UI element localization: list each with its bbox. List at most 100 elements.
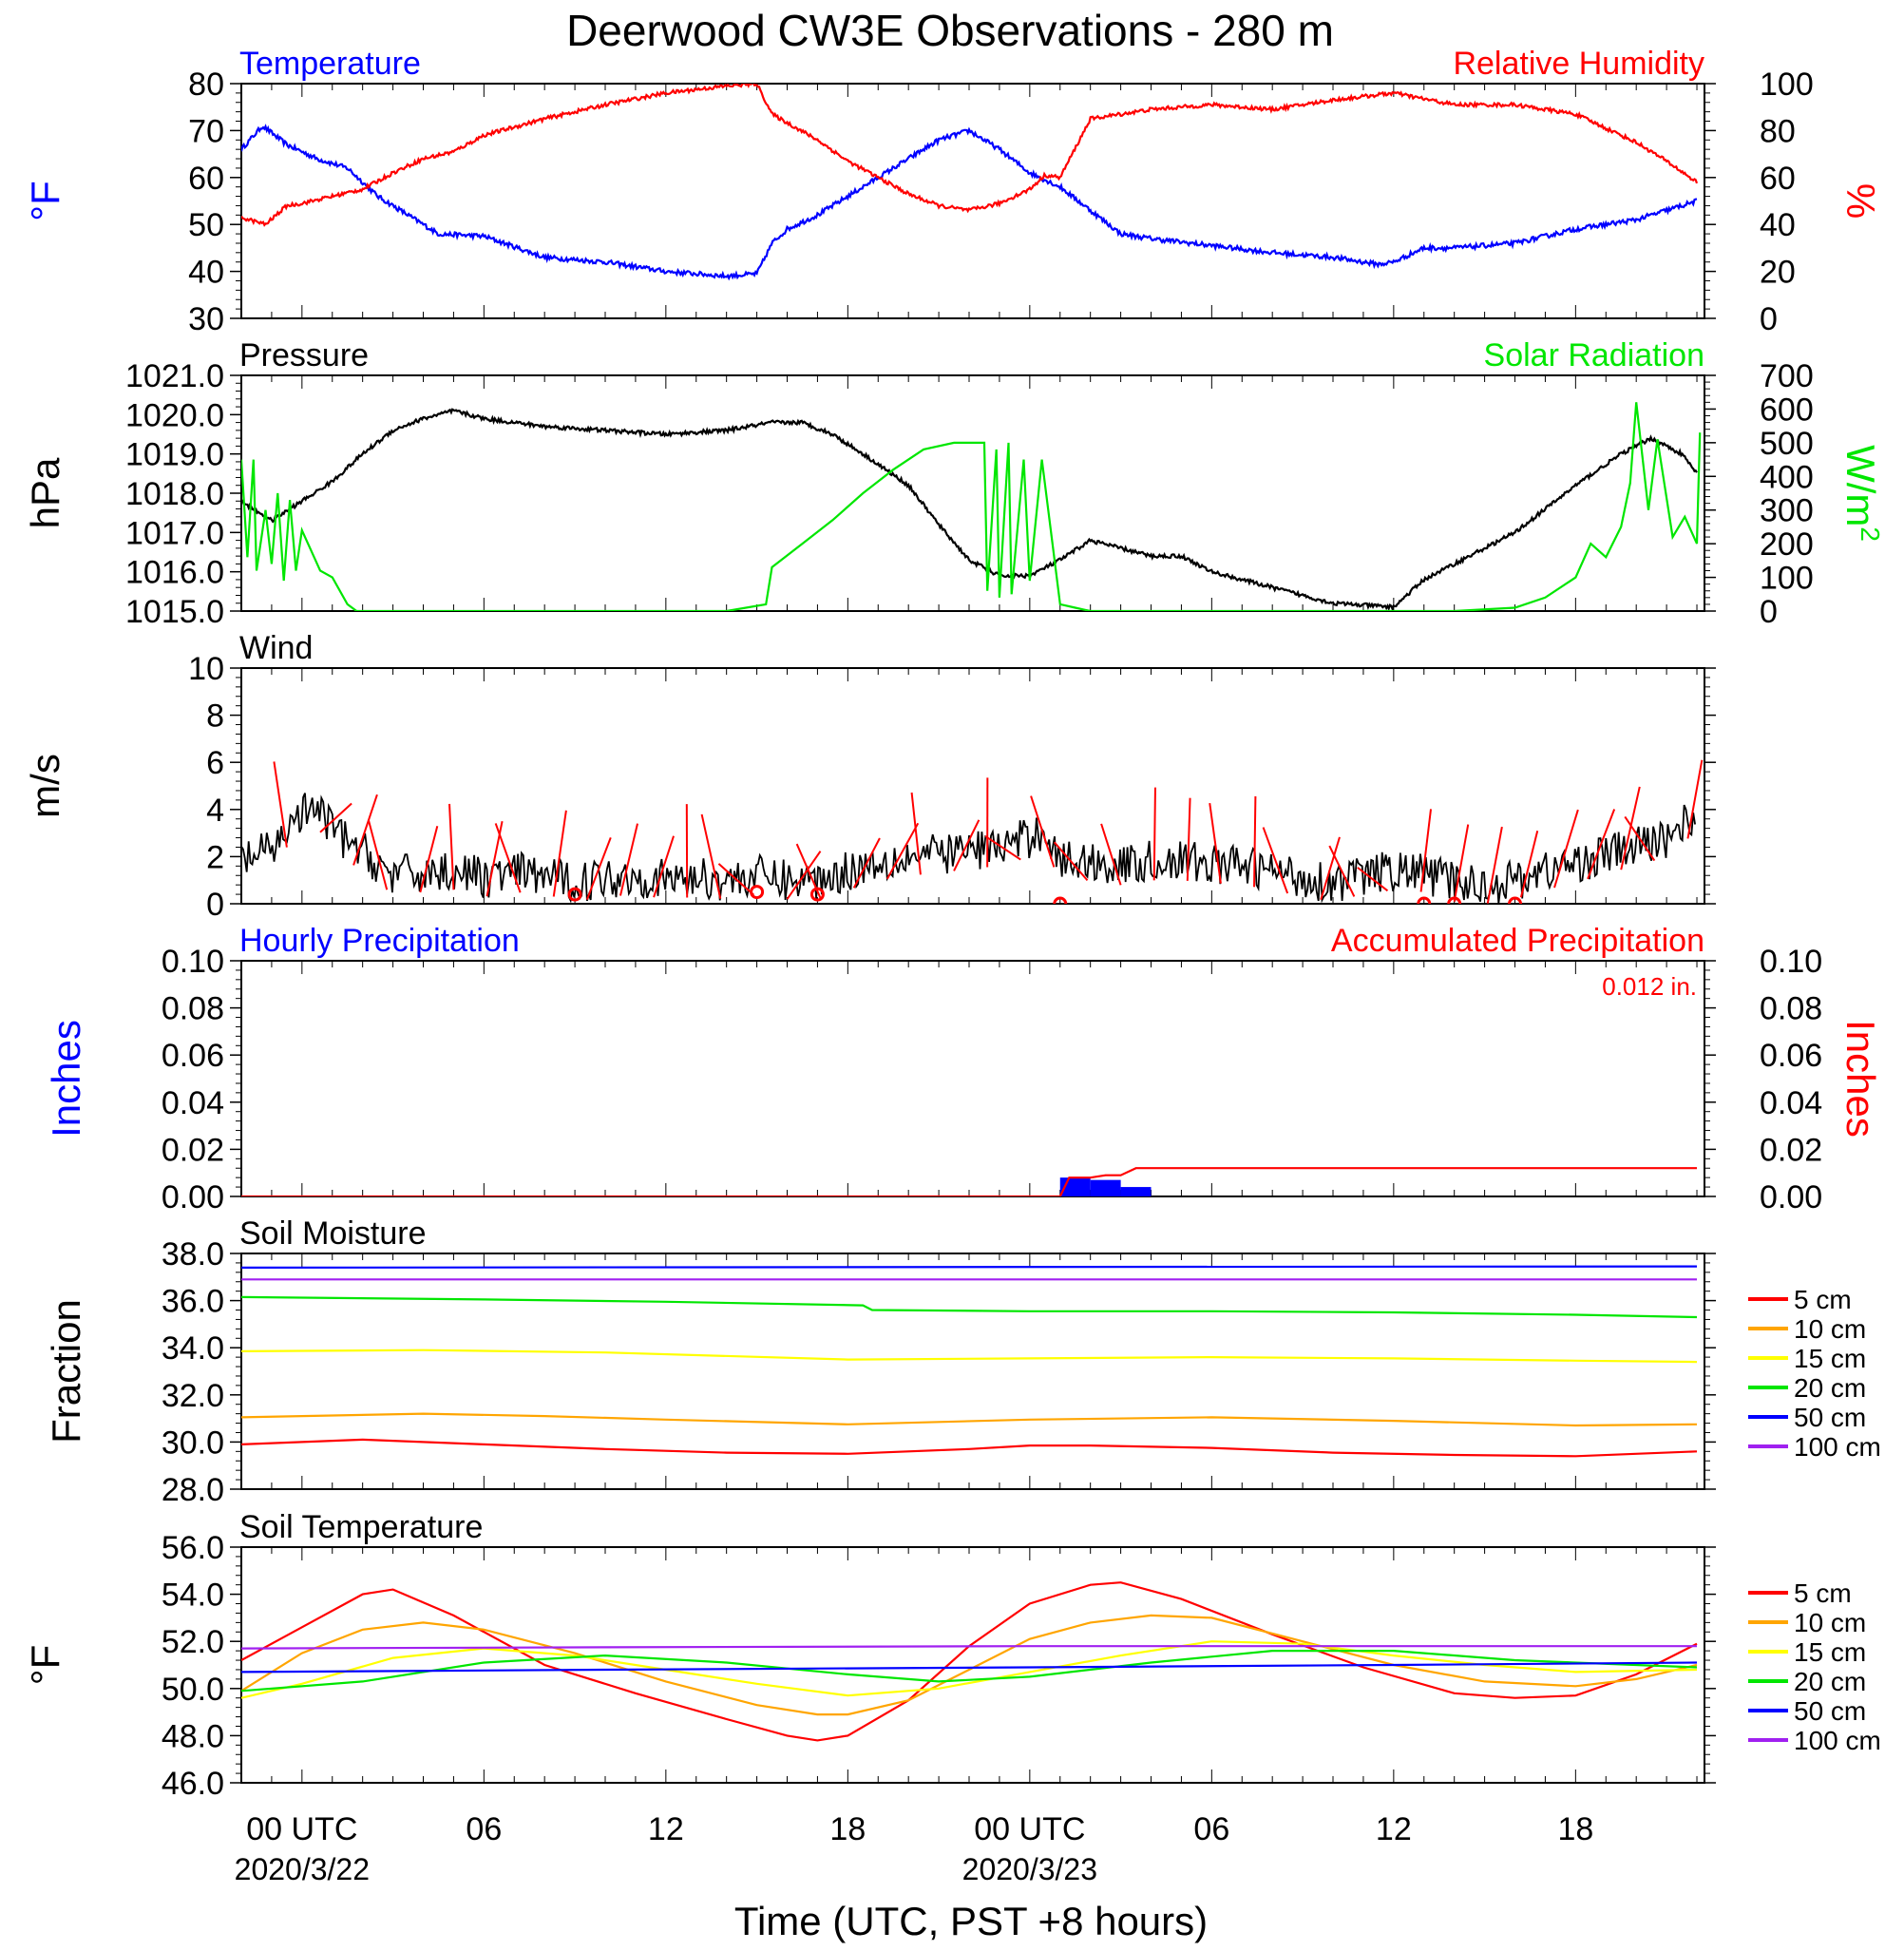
calm-wind-marker [1053, 896, 1068, 904]
y-tick-label-left: 8 [206, 698, 224, 735]
series-temperature [241, 124, 1698, 281]
hourly-precip-bar [1090, 1179, 1121, 1196]
wind-barb [1686, 759, 1704, 839]
y-tick-label-left: 60 [188, 161, 224, 197]
x-tick-label: 00 UTC [246, 1811, 357, 1847]
y-tick-label-left: 2 [206, 839, 224, 875]
wind-barb [1419, 809, 1433, 892]
wind-barb [486, 821, 504, 897]
legend-label: 5 cm [1794, 1285, 1852, 1314]
panel-soil-moisture: 28.0 30.0 32.0 34.0 36.0 38.0 Soil Moisture Fra… [44, 1215, 1881, 1508]
y-tick-label-right: 100 [1760, 561, 1814, 597]
series-accumulated-precipitation [241, 1167, 1697, 1196]
series-group [241, 84, 1699, 281]
legend-label: 50 cm [1794, 1403, 1866, 1432]
x-tick-label: 12 [648, 1811, 684, 1847]
series-50-cm [241, 1661, 1698, 1674]
y-axis-label-right: % [1838, 183, 1883, 219]
y-tick-label-right: 200 [1760, 526, 1814, 563]
y-tick-label-left: 1015.0 [125, 594, 224, 630]
y-tick-label-left: 6 [206, 745, 224, 781]
y-tick-label-left: 0.06 [162, 1038, 224, 1074]
series-group [241, 1167, 1697, 1196]
series-pressure [241, 408, 1698, 611]
wind-barb [1320, 836, 1341, 900]
wind-barb [1253, 795, 1257, 888]
y-axis-label-right: Inches [1838, 1020, 1883, 1138]
y-tick-label-left: 10 [188, 651, 224, 687]
wind-barb [1209, 802, 1222, 884]
chart-title: Deerwood CW3E Observations - 280 m [566, 6, 1334, 55]
wind-barb [700, 813, 722, 899]
legend-label: 15 cm [1794, 1637, 1866, 1667]
y-tick-label-right: 60 [1760, 161, 1796, 197]
panel-frame [240, 1253, 1705, 1490]
series-15-cm [241, 1640, 1698, 1699]
y-tick-label-right: 20 [1760, 255, 1796, 291]
y-tick-label-right: 0 [1760, 594, 1778, 630]
wind-barb [1030, 795, 1056, 868]
y-tick-label-right: 0.08 [1760, 991, 1822, 1027]
wind-barb [367, 819, 389, 890]
wind-barb [1486, 826, 1503, 904]
legend-label: 20 cm [1794, 1667, 1866, 1696]
legend-label: 100 cm [1794, 1726, 1881, 1755]
y-tick-label-right: 40 [1760, 207, 1796, 243]
y-tick-label-right: 500 [1760, 426, 1814, 462]
wind-barb [852, 837, 881, 889]
wind-barb [448, 803, 455, 890]
wind-barb [1053, 841, 1089, 882]
panel-title-left: Soil Temperature [239, 1509, 483, 1545]
wind-barb [1328, 845, 1356, 897]
y-tick-label-left: 54.0 [162, 1578, 224, 1614]
panel-title-left: Hourly Precipitation [239, 923, 520, 959]
series-15-cm [241, 1348, 1698, 1364]
y-tick-label-left: 1016.0 [125, 555, 224, 591]
series-10-cm [241, 1412, 1698, 1427]
series-group [241, 402, 1702, 611]
panel-title-left: Wind [239, 630, 313, 666]
x-tick-label: 06 [466, 1811, 502, 1847]
series-relative-humidity [241, 84, 1699, 227]
y-tick-label-right: 0.10 [1760, 944, 1822, 980]
y-tick-label-left: 0 [206, 887, 224, 923]
y-axis-label-left: hPa [23, 457, 67, 528]
accumulated-total: 0.012 in. [1602, 972, 1697, 1001]
panel-precipitation: 0.00 0.02 0.04 0.06 0.08 0.10 0.00 0.02 0.04 0.06… [44, 923, 1883, 1215]
y-tick-label-left: 52.0 [162, 1624, 224, 1660]
panel-frame [240, 83, 1705, 319]
y-tick-label-left: 50 [188, 207, 224, 243]
legend-label: 50 cm [1794, 1696, 1866, 1726]
legend-label: 10 cm [1794, 1608, 1866, 1637]
wind-barb [1553, 809, 1579, 889]
wind-barb [1624, 815, 1656, 862]
wind-barb [1262, 827, 1289, 894]
y-tick-label-left: 38.0 [162, 1236, 224, 1272]
y-tick-label-right: 100 [1760, 67, 1814, 103]
panel-title-left: Soil Moisture [239, 1215, 427, 1252]
wind-barb [319, 802, 352, 833]
wind-barb [619, 823, 638, 896]
wind-barb [786, 851, 822, 900]
wind-barb [953, 819, 981, 871]
y-tick-label-left: 48.0 [162, 1718, 224, 1754]
y-tick-label-left: 30.0 [162, 1425, 224, 1461]
legend-label: 15 cm [1794, 1344, 1866, 1373]
calm-wind-marker [1508, 896, 1523, 904]
wind-barb [653, 835, 675, 898]
calm-wind-marker [750, 885, 765, 900]
wind-barb [352, 794, 378, 866]
x-tick-label: 18 [829, 1811, 866, 1847]
series-5-cm [241, 1438, 1698, 1458]
y-tick-label-left: 1018.0 [125, 476, 224, 512]
wind-barb [984, 835, 1021, 861]
y-tick-label-left: 30 [188, 301, 224, 337]
panel-title-left: Pressure [239, 337, 369, 373]
y-tick-label-left: 0.04 [162, 1085, 224, 1121]
panel-frame [240, 1546, 1705, 1784]
legend-label: 20 cm [1794, 1373, 1866, 1403]
